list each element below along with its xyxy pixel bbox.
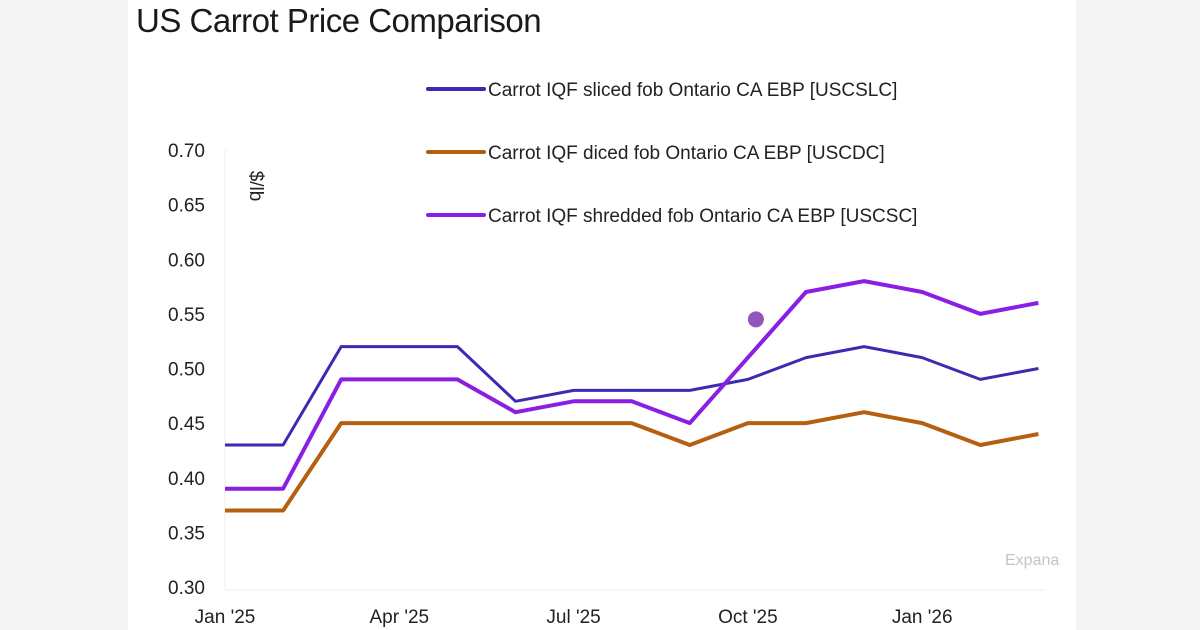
x-tick-label: Jan '26 <box>892 607 953 628</box>
x-tick-label: Oct '25 <box>718 607 778 628</box>
x-tick-label: Jul '25 <box>546 607 600 628</box>
y-tick-label: 0.60 <box>168 250 205 271</box>
x-tick-label: Jan '25 <box>195 607 256 628</box>
legend-label: Carrot IQF sliced fob Ontario CA EBP [US… <box>488 80 897 101</box>
watermark: Expana <box>1005 552 1059 569</box>
series-line-0 <box>225 345 1039 447</box>
y-tick-label: 0.30 <box>168 578 205 599</box>
series-line-1 <box>225 410 1039 513</box>
y-tick-label: 0.40 <box>168 469 205 490</box>
y-tick-label: 0.35 <box>168 523 205 544</box>
y-tick-label: 0.45 <box>168 414 205 435</box>
legend-label: Carrot IQF diced fob Ontario CA EBP [USC… <box>488 143 885 164</box>
y-tick-label: 0.65 <box>168 196 205 217</box>
x-tick-label: Apr '25 <box>369 607 429 628</box>
y-tick-label: 0.50 <box>168 360 205 381</box>
series-line-2 <box>225 279 1039 491</box>
chart-card <box>128 0 1076 630</box>
legend-label: Carrot IQF shredded fob Ontario CA EBP [… <box>488 206 917 227</box>
y-axis-label: $/lb <box>245 171 266 202</box>
chart-title: US Carrot Price Comparison <box>136 2 542 39</box>
y-tick-label: 0.70 <box>168 141 205 162</box>
y-tick-label: 0.55 <box>168 305 205 326</box>
annotation-marker <box>747 311 764 328</box>
